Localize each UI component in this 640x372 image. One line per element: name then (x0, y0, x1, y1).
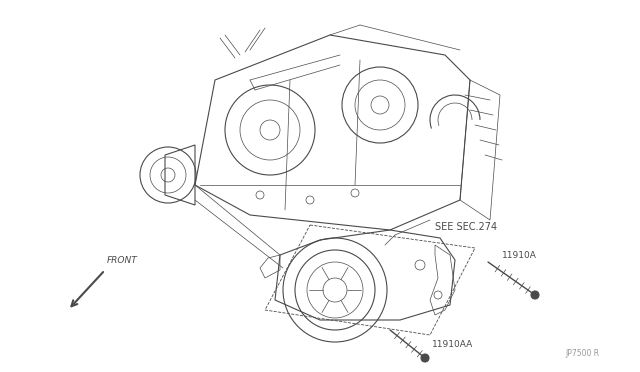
Text: 11910A: 11910A (502, 250, 537, 260)
Text: FRONT: FRONT (107, 256, 138, 265)
Text: SEE SEC.274: SEE SEC.274 (435, 222, 497, 232)
Circle shape (531, 291, 539, 299)
Text: 11910AA: 11910AA (432, 340, 473, 349)
Text: JP7500 R: JP7500 R (566, 349, 600, 358)
Circle shape (421, 354, 429, 362)
